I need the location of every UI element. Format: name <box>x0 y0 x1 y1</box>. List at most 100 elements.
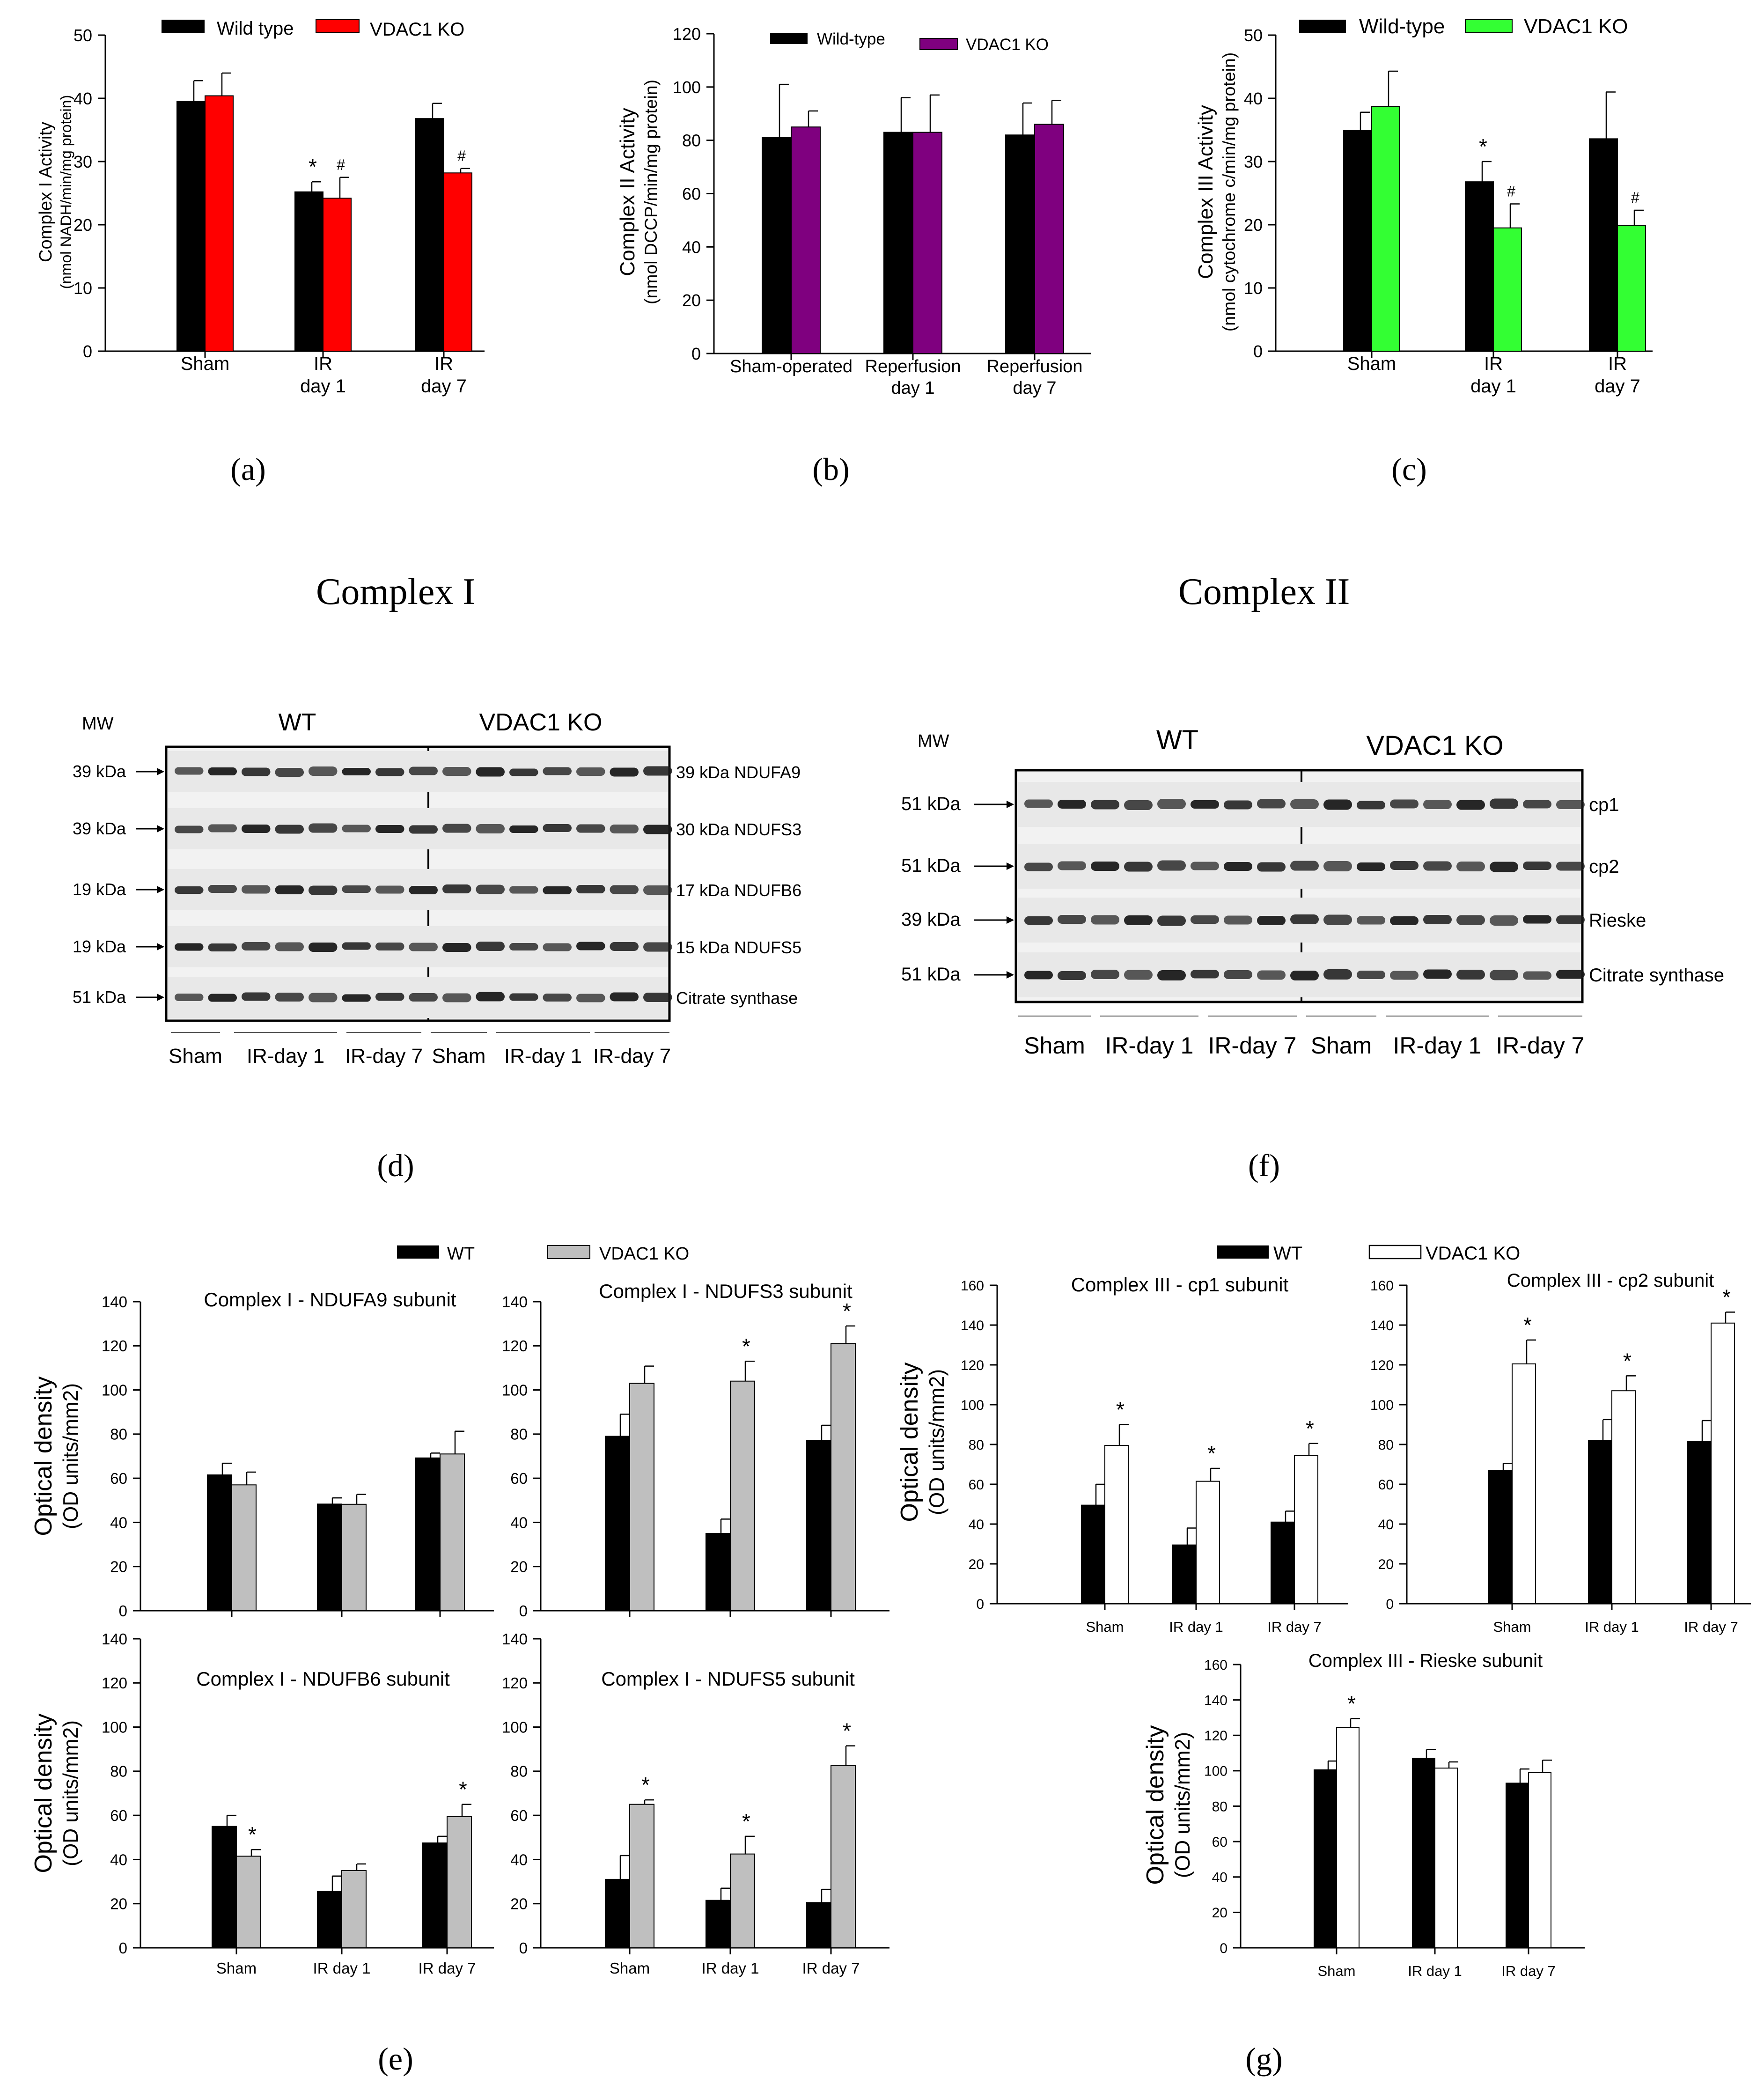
bar-wt <box>207 1474 232 1612</box>
x-tick-label: IR day 7 <box>419 1960 476 1977</box>
panel-label-c: (c) <box>1391 451 1426 487</box>
bar-vdac1-ko <box>1611 1390 1636 1604</box>
blot-band <box>342 768 371 775</box>
bar-vdac1-ko <box>1034 124 1064 354</box>
blot-f-group-wt: WT <box>1156 725 1198 755</box>
blot-band <box>242 992 271 1001</box>
blot-band <box>509 993 538 1001</box>
y-tick-label: 100 <box>502 1718 528 1736</box>
significance-mark: * <box>1347 1691 1356 1716</box>
legend-e-wt: WT <box>447 1244 475 1264</box>
y-tick-label: 20 <box>110 1558 127 1576</box>
blot-band <box>1290 799 1319 809</box>
lane-group-label: IR-day 1 <box>1105 1032 1194 1059</box>
bar-wt <box>605 1436 630 1612</box>
section-title-complex-i: Complex I <box>316 571 475 612</box>
blot-band <box>1024 916 1053 925</box>
y-tick-label: 80 <box>510 1426 528 1443</box>
blot-band <box>275 825 304 834</box>
blot-band <box>208 767 237 775</box>
section-title-complex-ii: Complex II <box>1178 571 1350 612</box>
x-tick-label: IR day 1 <box>1408 1963 1462 1979</box>
bar-vdac1-ko <box>205 95 234 352</box>
y-axis-label-line: Complex III Activity <box>1194 105 1217 279</box>
bar-wt <box>1506 1783 1529 1948</box>
legend-b-wt: Wild-type <box>817 30 885 48</box>
bar-vdac1-ko <box>443 172 472 352</box>
y-axis-label: Complex II Activity (nmol DCCP/min/mg pro… <box>616 80 661 304</box>
y-tick-label: 40 <box>510 1514 528 1531</box>
blot-band <box>1490 798 1518 809</box>
y-tick-label: 80 <box>110 1763 127 1780</box>
legend-g-ko: VDAC1 KO <box>1426 1243 1520 1264</box>
x-tick-label: day 1 <box>300 376 346 397</box>
bar-vdac1-ko <box>1196 1481 1220 1604</box>
y-tick-label: 160 <box>1204 1658 1227 1673</box>
mw-arrowhead <box>1007 862 1014 870</box>
y-tick-label: 10 <box>1244 279 1263 298</box>
blot-band <box>409 825 438 834</box>
bar-wt <box>706 1900 731 1948</box>
y-tick-label: 0 <box>976 1597 984 1612</box>
legend-g-wt: WT <box>1273 1243 1302 1264</box>
bar-wt <box>806 1440 831 1611</box>
bar-wt <box>1588 1440 1612 1604</box>
legend-e: WT VDAC1 KO <box>397 1244 689 1264</box>
bar-wt <box>1412 1758 1435 1948</box>
y-tick-label: 30 <box>1244 152 1263 171</box>
mw-arrowhead <box>157 768 164 775</box>
blot-band <box>442 767 471 776</box>
y-tick-label: 140 <box>502 1630 528 1648</box>
blot-band <box>1191 915 1219 924</box>
blot-band <box>576 767 605 776</box>
blot-band <box>1024 971 1053 980</box>
y-tick-label: 0 <box>119 1939 127 1957</box>
y-tick-label: 50 <box>1244 26 1263 45</box>
x-tick-label: Sham <box>1493 1619 1531 1635</box>
y-tick-label: 40 <box>1212 1870 1227 1886</box>
mw-label: 51 kDa <box>901 794 961 814</box>
y-tick-label: 80 <box>969 1437 984 1453</box>
y-tick-label: 140 <box>1370 1318 1394 1334</box>
bar-wild-type <box>762 137 792 354</box>
bar-wt <box>317 1503 342 1612</box>
blot-band <box>1390 971 1419 980</box>
blot-band <box>1224 970 1252 979</box>
blot-band <box>1224 800 1252 810</box>
blot-band <box>543 943 572 951</box>
y-tick-label: 0 <box>519 1939 528 1957</box>
y-tick-label: 0 <box>691 344 701 363</box>
blot-band <box>1456 800 1485 810</box>
chart-title: Complex I - NDUFB6 subunit <box>196 1668 450 1690</box>
blot-band <box>576 824 605 833</box>
bar-vdac1-ko <box>831 1765 856 1949</box>
y-tick-label: 20 <box>682 291 701 310</box>
blot-band <box>1290 914 1319 924</box>
blot-band <box>610 885 639 894</box>
band-label: cp1 <box>1589 795 1619 815</box>
blot-band <box>409 886 438 894</box>
y-tick-label: 50 <box>74 26 92 45</box>
y-tick-label: 40 <box>969 1517 984 1532</box>
x-tick-label: Reperfusion <box>987 357 1083 376</box>
bar-wild-type <box>1589 138 1618 352</box>
x-tick-label: IR day 7 <box>1684 1619 1738 1635</box>
blot-band <box>1058 861 1086 870</box>
y-tick-label: 60 <box>510 1470 528 1487</box>
lane-group-label: Sham <box>169 1045 222 1068</box>
y-tick-label: 40 <box>110 1851 127 1868</box>
bar-vdac1-ko <box>1528 1772 1551 1948</box>
y-tick-label: 10 <box>74 279 92 298</box>
y-tick-label: 160 <box>1370 1278 1394 1294</box>
bar-vdac1-ko <box>231 1484 257 1611</box>
y-axis-label-line: (nmol cytochrome c/min/mg protein) <box>1219 52 1239 332</box>
legend-g: WT VDAC1 KO <box>1217 1243 1520 1264</box>
bar-wt <box>706 1533 731 1611</box>
y-tick-label: 80 <box>510 1763 528 1780</box>
mw-label: 51 kDa <box>901 964 961 985</box>
blot-band <box>1091 800 1119 810</box>
y-tick-label: 0 <box>119 1602 127 1620</box>
